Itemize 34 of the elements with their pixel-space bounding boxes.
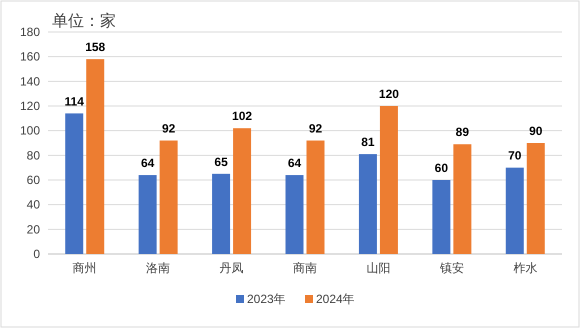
data-label: 81 bbox=[361, 135, 375, 150]
data-label: 64 bbox=[288, 156, 302, 170]
data-label: 102 bbox=[232, 109, 252, 124]
x-tick-label: 商南 bbox=[293, 261, 317, 275]
y-tick-label: 180 bbox=[20, 25, 40, 39]
data-label: 158 bbox=[85, 40, 106, 54]
title: 单位：家 bbox=[52, 13, 116, 30]
y-tick-label: 100 bbox=[20, 124, 40, 138]
data-label: 90 bbox=[529, 124, 543, 138]
data-label: 64 bbox=[140, 156, 155, 170]
data-label: 60 bbox=[434, 161, 448, 175]
x-tick-label: 丹凤 bbox=[220, 261, 244, 275]
y-tick-label: 60 bbox=[26, 173, 40, 187]
x-tick-label: 山阳 bbox=[366, 261, 390, 275]
y-tick-label: 0 bbox=[33, 247, 40, 261]
y-tick-label: 20 bbox=[26, 222, 40, 236]
legend-label: 2023年 bbox=[247, 292, 286, 306]
y-tick-label: 120 bbox=[20, 99, 40, 113]
y-tick-label: 40 bbox=[26, 198, 40, 212]
x-tick-label: 柞水 bbox=[513, 261, 538, 275]
data-label: 92 bbox=[308, 122, 322, 136]
data-label: 70 bbox=[508, 148, 522, 163]
legend-label: 2024年 bbox=[316, 292, 355, 306]
x-tick-label: 镇安 bbox=[438, 261, 464, 275]
y-tick-label: 140 bbox=[20, 74, 40, 88]
y-tick-label: 160 bbox=[20, 50, 40, 64]
data-label: 114 bbox=[64, 94, 84, 108]
data-label: 92 bbox=[162, 122, 176, 136]
data-label: 89 bbox=[456, 125, 470, 140]
x-tick-label: 洛南 bbox=[146, 261, 170, 275]
x-tick-label: 商州 bbox=[72, 261, 97, 275]
data-label: 120 bbox=[378, 87, 400, 101]
data-label: 65 bbox=[214, 154, 228, 169]
y-tick-label: 80 bbox=[26, 148, 40, 162]
